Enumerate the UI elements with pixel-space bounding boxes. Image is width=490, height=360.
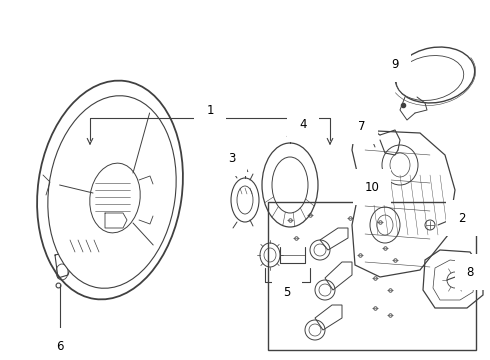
Ellipse shape <box>90 163 140 233</box>
Text: 6: 6 <box>56 339 64 352</box>
Bar <box>268 202 476 350</box>
Ellipse shape <box>395 47 475 103</box>
Text: 9: 9 <box>391 58 399 71</box>
Text: 4: 4 <box>299 117 307 131</box>
Text: 2: 2 <box>458 212 466 225</box>
Ellipse shape <box>48 96 176 288</box>
Text: 10: 10 <box>365 180 379 194</box>
Text: 8: 8 <box>466 266 474 279</box>
Text: 1: 1 <box>206 104 214 117</box>
Ellipse shape <box>396 55 464 100</box>
Text: 3: 3 <box>228 152 236 165</box>
Text: 5: 5 <box>283 285 291 298</box>
Text: 7: 7 <box>358 120 366 132</box>
